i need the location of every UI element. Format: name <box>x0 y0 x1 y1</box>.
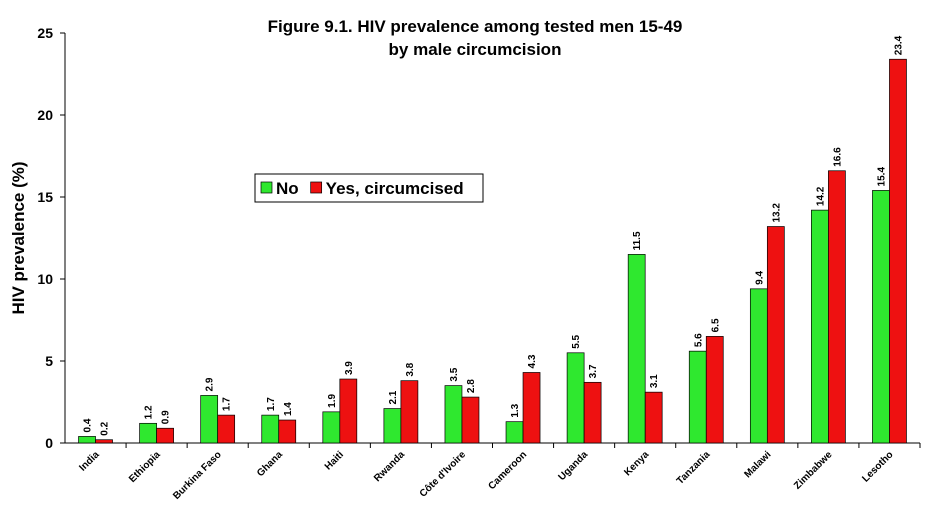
x-tick-label: Uganda <box>557 449 591 483</box>
data-label: 1.7 <box>222 397 233 411</box>
bar <box>811 209 829 444</box>
bar <box>139 422 157 444</box>
legend-label: No <box>276 179 299 198</box>
data-label: 0.9 <box>161 410 172 424</box>
bar <box>278 419 297 444</box>
y-tick-label: 25 <box>37 25 53 41</box>
data-label: 23.4 <box>893 35 904 55</box>
bar <box>444 385 463 444</box>
bar <box>78 436 96 444</box>
legend-swatch <box>310 181 323 194</box>
bar <box>383 408 402 444</box>
bar <box>828 170 846 444</box>
legend-box <box>254 173 484 203</box>
data-label: 2.8 <box>466 379 477 393</box>
x-tick-label: Kenya <box>622 449 651 478</box>
x-tick-label: Ethiopia <box>127 449 163 485</box>
bar <box>200 395 219 444</box>
x-tick-label: Burkina Faso <box>171 449 224 502</box>
y-tick-label: 5 <box>45 353 53 369</box>
bar <box>566 352 585 444</box>
data-label: 9.4 <box>754 271 765 285</box>
data-label: 3.1 <box>649 374 660 388</box>
chart-title: Figure 9.1. HIV prevalence among tested … <box>268 17 683 36</box>
data-label: 2.9 <box>205 377 216 391</box>
x-tick-label: Ghana <box>255 449 285 479</box>
bar <box>705 336 724 444</box>
data-label: 6.5 <box>710 318 721 332</box>
data-label: 3.5 <box>449 367 460 381</box>
data-label: 0.2 <box>100 421 111 435</box>
bar <box>339 378 358 444</box>
x-tick-label: Côte d'Ivoire <box>418 449 469 500</box>
data-label: 14.2 <box>815 186 826 206</box>
bar <box>583 381 602 444</box>
bar <box>889 58 907 444</box>
bar <box>217 414 236 444</box>
y-tick-label: 15 <box>37 189 53 205</box>
bar <box>95 439 113 444</box>
data-label: 4.3 <box>527 354 538 368</box>
data-label: 13.2 <box>771 203 782 223</box>
chart-title: by male circumcision <box>389 40 562 59</box>
y-axis-label: HIV prevalence (%) <box>9 161 28 314</box>
y-tick-label: 0 <box>45 435 53 451</box>
bar <box>505 421 524 444</box>
x-tick-label: Lesotho <box>860 449 895 484</box>
data-label: 5.5 <box>571 334 582 348</box>
bar <box>461 396 480 444</box>
data-label: 1.3 <box>510 403 521 417</box>
x-tick-label: Rwanda <box>372 449 407 484</box>
x-tick-label: Tanzania <box>675 449 713 487</box>
data-label: 5.6 <box>693 333 704 347</box>
bar <box>627 254 646 444</box>
bar <box>688 350 707 444</box>
data-label: 1.4 <box>283 402 294 416</box>
legend-label: Yes, circumcised <box>326 179 464 198</box>
x-tick-label: Malawi <box>742 449 773 480</box>
x-tick-label: India <box>77 449 102 474</box>
data-label: 15.4 <box>876 167 887 187</box>
data-label: 3.7 <box>588 364 599 378</box>
bar <box>872 190 890 444</box>
data-label: 1.7 <box>266 397 277 411</box>
x-tick-label: Cameroon <box>486 449 529 492</box>
data-label: 3.9 <box>344 361 355 375</box>
data-label: 11.5 <box>632 231 643 250</box>
bar <box>522 372 541 444</box>
bar <box>156 427 174 444</box>
data-label: 16.6 <box>832 147 843 167</box>
bar <box>644 391 663 444</box>
data-label: 2.1 <box>388 390 399 404</box>
x-tick-label: Zimbabwe <box>792 449 835 492</box>
bar <box>261 414 280 444</box>
legend-swatch <box>260 181 273 194</box>
y-tick-label: 10 <box>37 271 53 287</box>
data-label: 0.4 <box>83 418 94 432</box>
bar <box>400 380 419 444</box>
bar <box>766 226 785 444</box>
y-tick-label: 20 <box>37 107 53 123</box>
bar <box>322 411 341 444</box>
bar <box>749 288 768 444</box>
data-label: 1.9 <box>327 394 338 408</box>
data-label: 3.8 <box>405 362 416 376</box>
x-tick-label: Haiti <box>323 449 346 472</box>
data-label: 1.2 <box>144 405 155 419</box>
